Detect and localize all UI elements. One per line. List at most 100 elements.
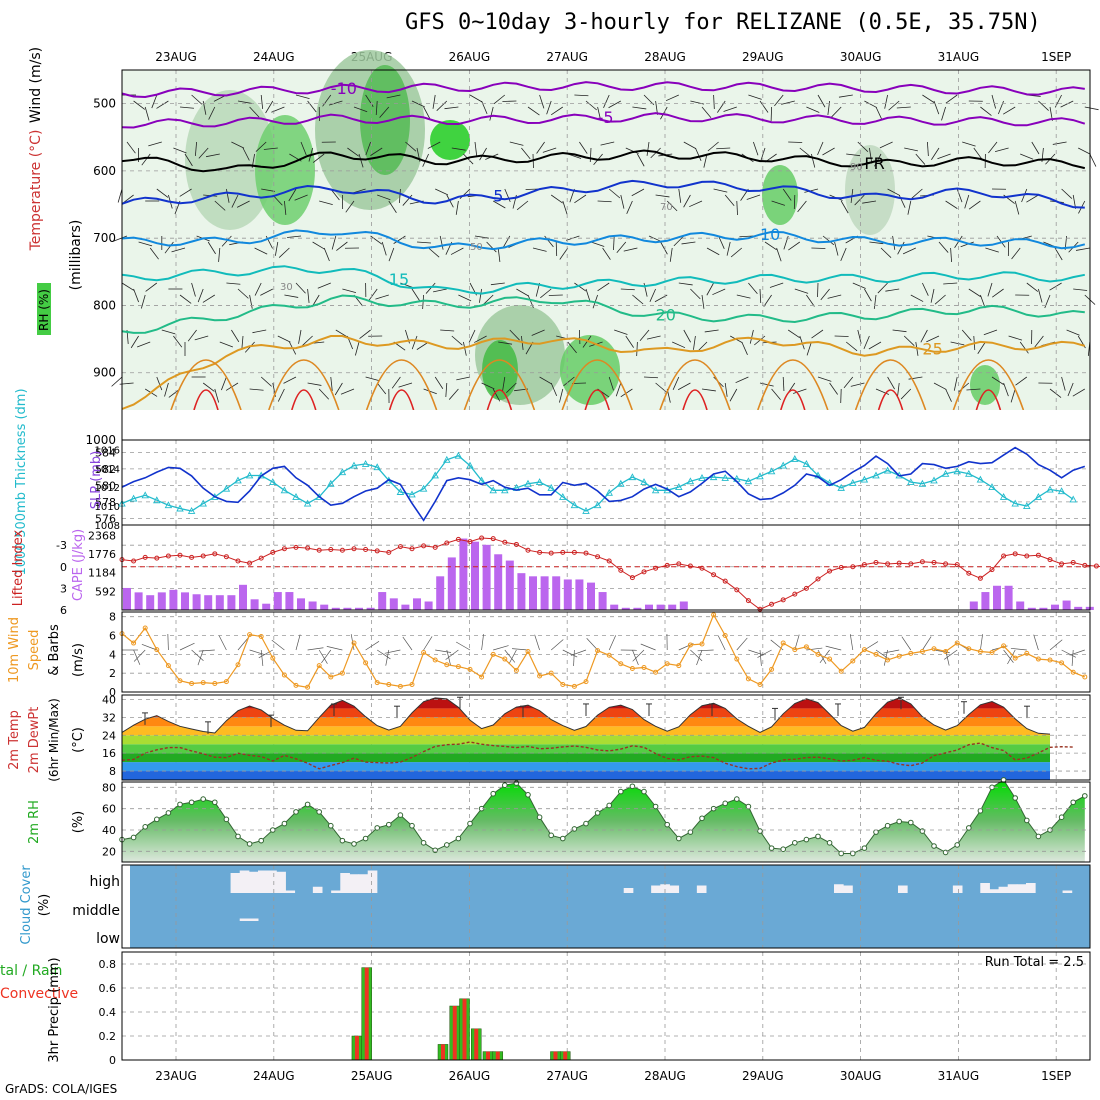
cape-bar [297,598,305,610]
wind-barb [1010,388,1016,403]
rh-legend-label: RH (%) [37,289,51,331]
cape-bar [285,592,294,610]
thickness-point [709,473,718,481]
warm-contour [561,359,633,411]
wind-barb [405,141,417,152]
wind-speed-point [432,657,438,663]
wind-barb [1060,100,1074,108]
wind-speed-point [850,658,856,664]
wind-barb [759,382,774,387]
rh-point [316,809,323,815]
wind-barb [474,335,487,343]
wind-barb [730,247,743,258]
li-point [293,544,299,550]
wind-barb [173,147,187,154]
wind-barb [1003,382,1009,397]
wind-barb [481,100,488,115]
wind-barb [646,141,650,156]
wind-barb [904,147,918,152]
wind-barb [1021,188,1028,203]
li-point [270,549,276,555]
wind-barb [636,341,638,357]
rh-point [908,819,914,826]
wind-barb [857,329,862,344]
wind-barb [335,329,349,338]
thickness-point [640,478,648,486]
rh-tick-label: 60 [102,803,116,816]
thickness-point [547,483,555,491]
thickness-point [651,486,660,494]
thickness-point [1046,485,1054,493]
thickness-point [477,476,486,484]
wind-speed-point [653,669,659,675]
li-point [954,562,960,568]
wind-barb [706,282,714,296]
wind-speed-point [142,625,148,631]
wind-barb [968,288,981,297]
rh-point [768,845,775,851]
wind-barb [922,282,929,296]
rh-point [200,796,206,802]
wind-barb [655,194,670,198]
wind-barb [241,335,244,350]
cape-bar [146,595,155,610]
wind-barb [550,382,558,397]
thickness-point [976,475,985,483]
wind-barb [540,288,552,299]
wind-barb [930,288,935,303]
li-point [154,555,160,561]
thickness-point [941,469,950,477]
li-point [757,606,763,612]
temp-tick-label: 40 [102,693,116,706]
surface-wind-barb [481,634,484,651]
wind-speed-point [293,682,299,688]
li-point [165,553,171,559]
wind-barb [840,247,847,262]
wind-barb [672,341,686,349]
wind-barb [531,329,545,336]
wind-barb [603,94,610,108]
rh-point [1000,777,1007,783]
wind-barb [202,382,215,392]
wind-label-2: Speed [27,630,42,671]
thickness-tick-label: 580 [95,479,116,492]
below-ground-band [122,410,1090,440]
wind-barb [254,282,262,296]
wind-barb [864,100,877,108]
wind-barb [574,194,587,204]
wind-barb [481,382,495,390]
pressure-tick-label: 900 [93,366,116,380]
rh-point [212,799,218,806]
wind-barb [381,241,387,256]
wind-barb [393,235,406,244]
wind-speed-point [885,657,891,663]
li-point [919,559,925,565]
thickness-point [292,493,300,500]
wind-barb [226,188,230,203]
surface-wind-barb [759,649,762,666]
thickness-tick-label: 584 [95,446,116,459]
rh-point [362,835,369,842]
wind-barb [1014,200,1020,215]
top-date-label: 29AUG [742,50,784,64]
wind-barb [681,241,696,245]
cape-bar [273,592,282,610]
wind-barb [880,247,892,259]
warm-contour [757,359,829,411]
cloud-high-cell [651,885,661,893]
li-point [803,585,809,591]
wind-barb [713,94,715,110]
wind-panel [121,611,1091,693]
wind-barb [875,106,883,120]
thickness-point [988,483,996,490]
li-point [780,597,786,603]
wind-barb [539,94,545,109]
wind-barb [375,294,389,300]
wind-barb [585,288,591,303]
li-point [711,572,717,578]
cape-bar [621,607,630,610]
wind-speed-point [281,672,287,678]
rh-point [490,790,497,797]
wind-barb [198,147,209,159]
thickness-point [501,486,509,494]
